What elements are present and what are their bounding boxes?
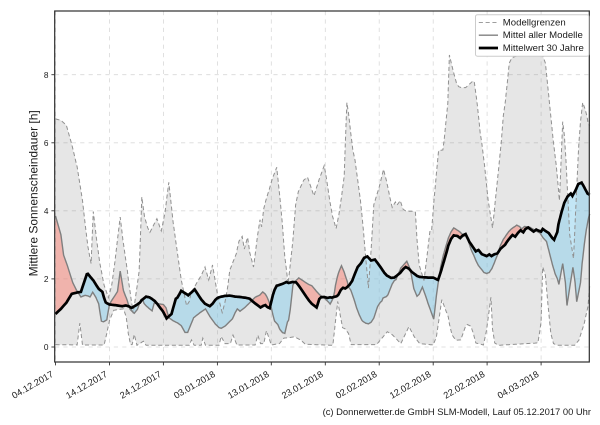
svg-text:(c) Donnerwetter.de GmbH SLM-M: (c) Donnerwetter.de GmbH SLM-Modell, Lau… (323, 406, 591, 417)
svg-text:8: 8 (44, 70, 49, 80)
svg-text:Mittlere Sonnenscheindauer [h]: Mittlere Sonnenscheindauer [h] (27, 110, 41, 276)
svg-text:6: 6 (44, 138, 49, 148)
svg-text:0: 0 (44, 342, 49, 352)
svg-text:2: 2 (44, 274, 49, 284)
svg-text:Mittel aller Modelle: Mittel aller Modelle (503, 30, 583, 41)
svg-text:4: 4 (44, 206, 49, 216)
svg-text:Mittelwert 30 Jahre: Mittelwert 30 Jahre (503, 43, 584, 54)
svg-text:Modellgrenzen: Modellgrenzen (503, 17, 566, 28)
